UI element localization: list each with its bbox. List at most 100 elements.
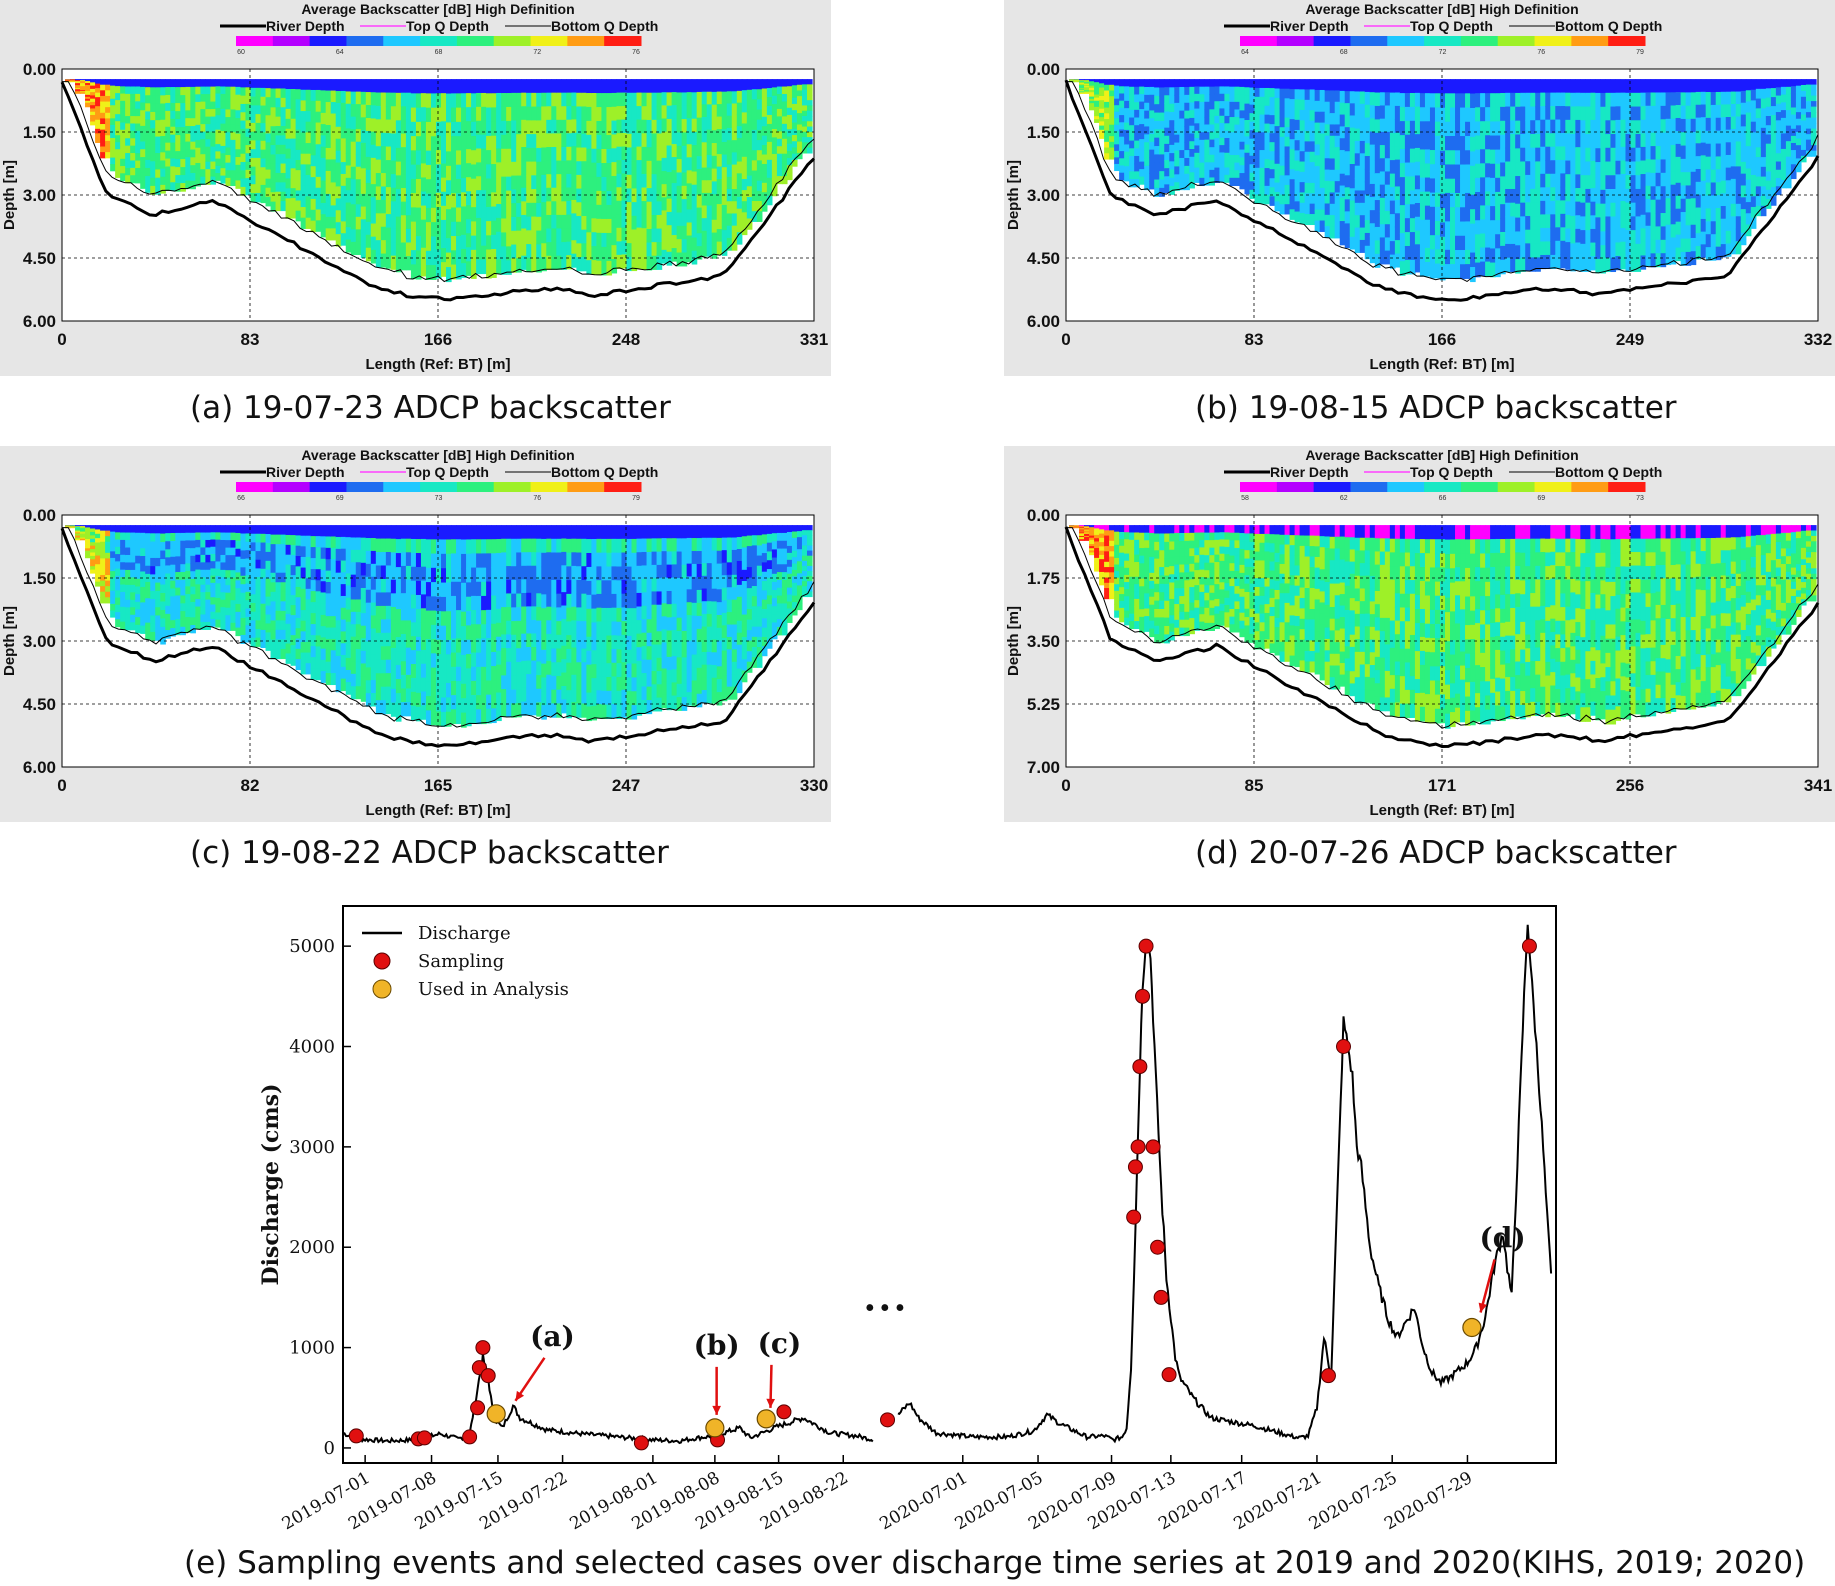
backscatter-cell xyxy=(165,142,171,152)
backscatter-cell xyxy=(1244,136,1251,146)
backscatter-cell xyxy=(210,604,216,613)
backscatter-cell xyxy=(1550,106,1556,121)
backscatter-cell xyxy=(1229,162,1236,171)
backscatter-cell xyxy=(100,552,106,559)
backscatter-cell xyxy=(1480,79,1486,94)
backscatter-cell xyxy=(721,129,728,143)
y-tick-label: 6.00 xyxy=(1027,312,1060,331)
backscatter-cell xyxy=(240,79,247,88)
backscatter-cell xyxy=(270,126,277,137)
backscatter-cell xyxy=(781,131,788,140)
backscatter-cell xyxy=(305,610,312,622)
backscatter-cell xyxy=(300,588,307,601)
backscatter-cell xyxy=(75,529,81,531)
backscatter-cell xyxy=(806,126,813,133)
backscatter-cell xyxy=(255,140,262,150)
backscatter-cell xyxy=(526,202,532,218)
backscatter-cell xyxy=(1775,128,1782,138)
backscatter-cell xyxy=(140,102,146,111)
backscatter-cell xyxy=(260,79,267,89)
backscatter-cell xyxy=(1510,230,1516,245)
backscatter-cell xyxy=(310,144,317,156)
backscatter-cell xyxy=(576,79,582,94)
backscatter-cell xyxy=(1680,251,1687,266)
backscatter-cell xyxy=(1249,130,1256,140)
backscatter-cell xyxy=(1109,84,1115,92)
backscatter-cell xyxy=(295,119,302,131)
backscatter-cell xyxy=(75,91,81,93)
backscatter-cell xyxy=(1249,104,1256,114)
backscatter-cell xyxy=(225,79,232,88)
backscatter-cell xyxy=(571,240,577,255)
backscatter-cell xyxy=(681,79,688,94)
backscatter-cell xyxy=(1184,102,1190,112)
backscatter-cell xyxy=(140,118,146,127)
backscatter-cell xyxy=(355,229,362,243)
backscatter-cell xyxy=(1384,105,1391,120)
backscatter-cell xyxy=(1645,159,1652,174)
backscatter-cell xyxy=(175,540,181,550)
backscatter-cell xyxy=(491,79,497,94)
backscatter-cell xyxy=(511,134,517,149)
backscatter-cell xyxy=(701,218,708,232)
backscatter-cell xyxy=(481,190,487,205)
backscatter-cell xyxy=(661,79,668,93)
backscatter-cell xyxy=(255,620,262,630)
backscatter-cell xyxy=(1159,187,1165,197)
backscatter-cell xyxy=(1745,202,1752,214)
backscatter-cell xyxy=(546,242,552,257)
backscatter-cell xyxy=(220,79,227,88)
backscatter-cell xyxy=(1560,240,1566,255)
backscatter-cell xyxy=(1159,95,1165,105)
backscatter-cell xyxy=(280,201,287,212)
backscatter-cell xyxy=(566,160,572,175)
backscatter-cell xyxy=(1550,227,1556,242)
backscatter-cell xyxy=(1274,126,1281,137)
backscatter-cell xyxy=(1209,154,1215,163)
backscatter-cell xyxy=(215,568,222,577)
backscatter-cell xyxy=(1545,79,1551,94)
backscatter-cell xyxy=(1179,86,1185,96)
backscatter-cell xyxy=(185,125,191,135)
backscatter-cell xyxy=(1334,90,1341,103)
backscatter-cell xyxy=(310,591,317,603)
backscatter-cell xyxy=(330,113,337,126)
backscatter-cell xyxy=(1334,215,1341,228)
backscatter-cell xyxy=(250,585,257,595)
backscatter-cell xyxy=(150,153,156,162)
backscatter-cell xyxy=(1359,178,1366,192)
backscatter-cell xyxy=(175,564,181,573)
backscatter-cell xyxy=(1495,248,1501,264)
backscatter-cell xyxy=(85,534,91,538)
backscatter-cell xyxy=(541,147,547,162)
backscatter-cell xyxy=(1294,140,1301,151)
backscatter-cell xyxy=(1635,257,1642,272)
backscatter-cell xyxy=(350,241,357,255)
backscatter-cell xyxy=(1500,79,1506,94)
backscatter-cell xyxy=(1414,106,1421,121)
backscatter-cell xyxy=(260,105,267,115)
backscatter-cell xyxy=(255,551,262,561)
backscatter-cell xyxy=(290,615,297,626)
backscatter-cell xyxy=(145,79,151,88)
colorbar-segment xyxy=(420,36,458,46)
backscatter-cell xyxy=(521,92,527,107)
backscatter-cell xyxy=(140,133,146,143)
backscatter-cell xyxy=(676,252,683,267)
backscatter-cell xyxy=(1429,107,1436,123)
backscatter-cell xyxy=(150,120,156,129)
backscatter-cell xyxy=(1094,85,1100,89)
backscatter-cell xyxy=(1319,89,1326,102)
backscatter-cell xyxy=(536,120,542,135)
backscatter-cell xyxy=(240,128,247,138)
backscatter-cell xyxy=(410,207,417,223)
backscatter-cell xyxy=(1434,79,1441,94)
backscatter-cell xyxy=(180,556,186,565)
backscatter-cell xyxy=(466,107,472,122)
colorbar-segment xyxy=(1240,36,1278,46)
backscatter-cell xyxy=(190,86,196,96)
backscatter-cell xyxy=(1530,257,1536,272)
backscatter-cell xyxy=(1760,98,1767,109)
backscatter-cell xyxy=(1124,173,1130,182)
backscatter-cell xyxy=(1740,138,1747,151)
